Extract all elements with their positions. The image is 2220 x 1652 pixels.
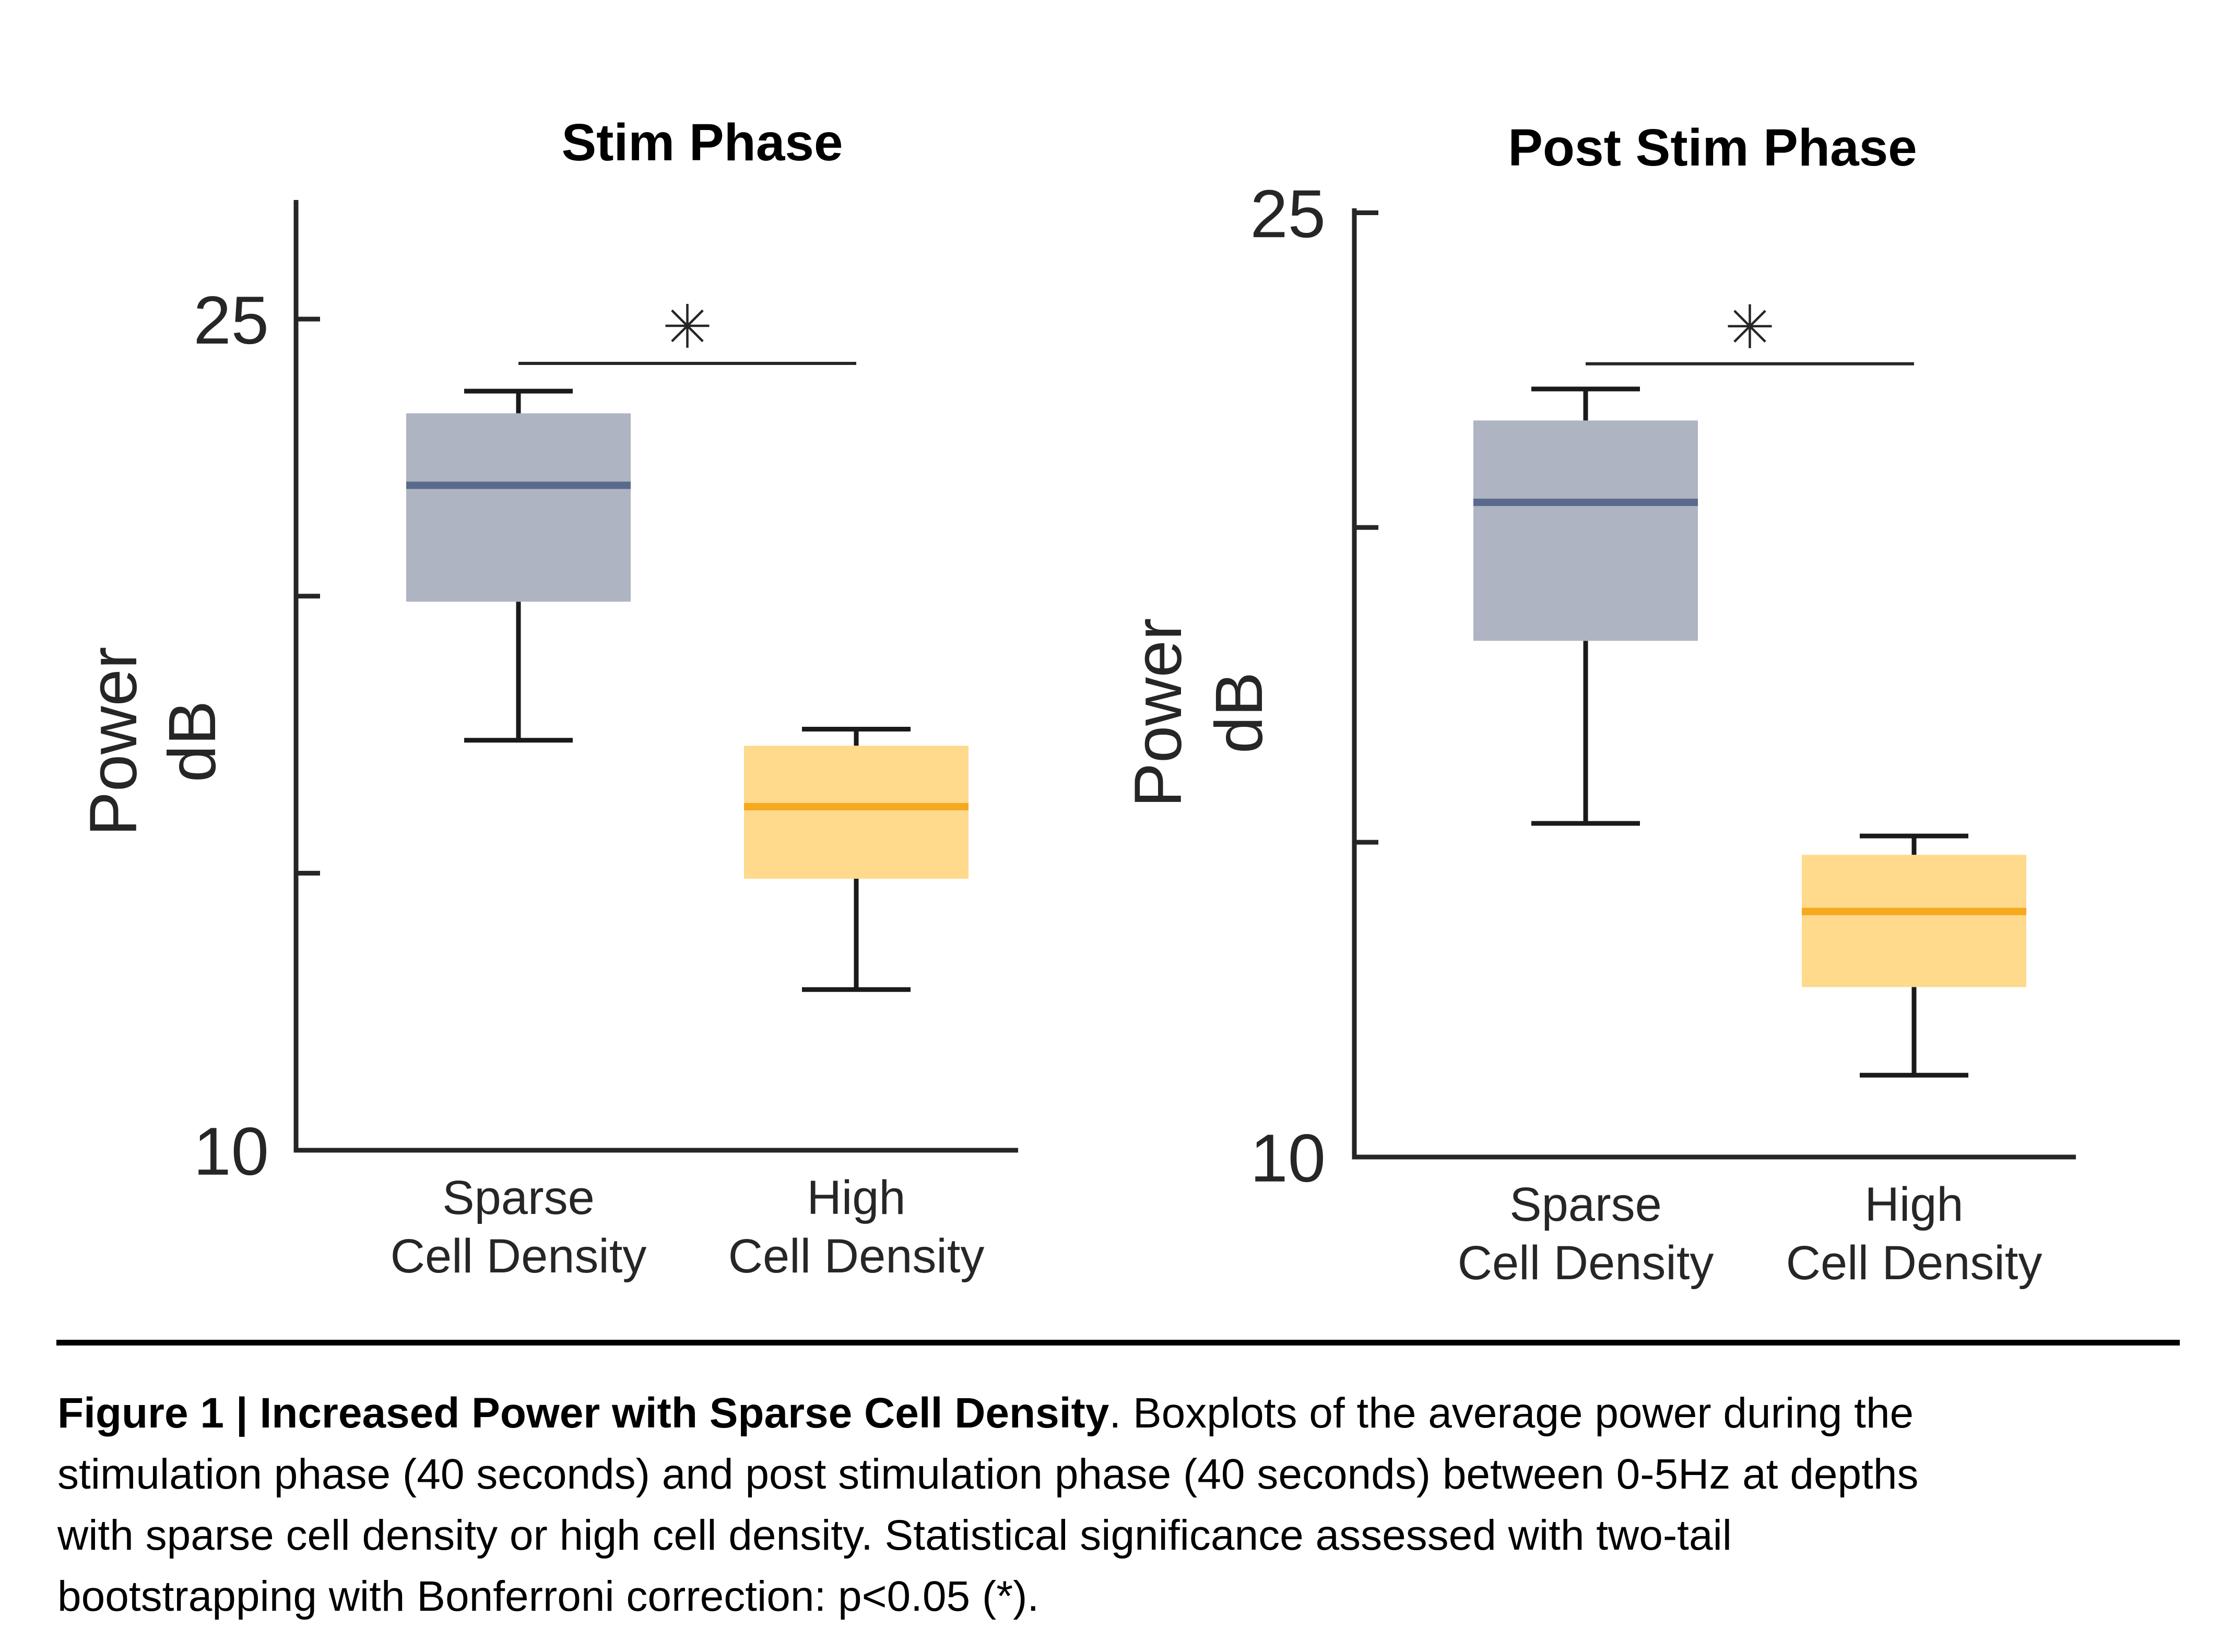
significance [518, 304, 856, 365]
x-tick-label: Cell Density [391, 1230, 647, 1283]
significance-asterisk [671, 309, 704, 343]
significance-asterisk [1733, 310, 1766, 343]
y-axis-label: Power [76, 647, 151, 836]
y-tick-label: 25 [1250, 175, 1326, 252]
x-tick-label: Sparse [1509, 1178, 1662, 1231]
x-tick-label: Sparse [442, 1171, 595, 1224]
x-tick-label: High [807, 1171, 905, 1224]
caption-text: with sparse cell density or high cell de… [57, 1512, 1732, 1559]
box-body [1473, 420, 1698, 641]
y-axis-label: dB [1202, 672, 1277, 754]
box-sparse-cell-density [1473, 386, 1698, 826]
panel-stim-phase: 25 10 Stim Phase Power dB Sparse Cell Density H… [76, 113, 1018, 1283]
caption-text: bootstrapping with Bonferroni correction… [57, 1573, 1040, 1620]
box-body [744, 746, 969, 879]
x-tick-label: Cell Density [728, 1230, 985, 1283]
caption-divider [56, 1340, 2180, 1346]
y-tick-label: 25 [193, 282, 269, 358]
caption-line: stimulation phase (40 seconds) and post … [57, 1444, 2193, 1505]
x-tick-label: Cell Density [1786, 1236, 2042, 1290]
x-tick-label: High [1864, 1178, 1963, 1231]
caption-line: with sparse cell density or high cell de… [57, 1505, 2193, 1566]
y-tick-label: 10 [193, 1113, 269, 1189]
box-high-cell-density [1802, 833, 2026, 1078]
y-axis-label: Power [1121, 618, 1196, 808]
caption-text: stimulation phase (40 seconds) and post … [57, 1450, 1919, 1498]
box-body [406, 413, 631, 602]
panel-title: Post Stim Phase [1508, 119, 1917, 177]
figure-caption: Figure 1 | Increased Power with Sparse C… [57, 1383, 2193, 1627]
significance [1586, 304, 1914, 365]
panel-title: Stim Phase [561, 113, 843, 172]
box-body [1802, 855, 2026, 987]
x-tick-label: Cell Density [1458, 1236, 1714, 1290]
caption-bold-title: Figure 1 | Increased Power with Sparse C… [57, 1389, 1109, 1437]
caption-line: bootstrapping with Bonferroni correction… [57, 1566, 2193, 1627]
caption-text: . Boxplots of the average power during t… [1109, 1389, 1914, 1437]
box-sparse-cell-density [406, 388, 631, 743]
y-tick-label: 10 [1250, 1120, 1326, 1196]
caption-line: Figure 1 | Increased Power with Sparse C… [57, 1383, 2193, 1444]
y-axis-label: dB [155, 701, 230, 783]
box-high-cell-density [744, 726, 969, 992]
